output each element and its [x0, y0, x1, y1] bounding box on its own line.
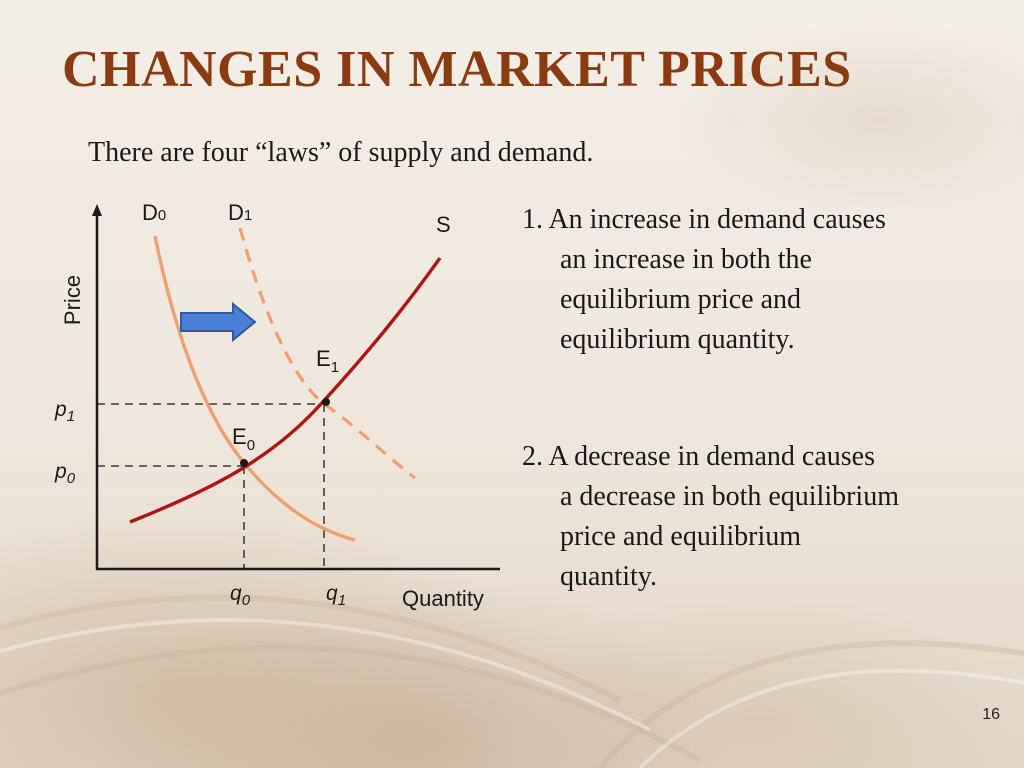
d1-label: D1: [228, 200, 252, 225]
law-1-line-1: 1. An increase in demand causes: [522, 204, 886, 235]
slide-subtitle: There are four “laws” of supply and dema…: [88, 137, 594, 168]
supply-curve: [129, 257, 442, 524]
slide-number: 16: [982, 706, 1000, 723]
q0-label: q0: [230, 582, 251, 609]
demand-curve-d1: [238, 227, 416, 480]
supply-label: S: [436, 212, 451, 237]
law-2-line-2: a decrease in both equilibrium: [560, 481, 899, 512]
law-1-text: 1. An increase in demand causes an incre…: [522, 200, 886, 360]
equilibrium-point-e0: [240, 459, 248, 467]
d0-label: D0: [142, 200, 166, 225]
p1-label: p1: [54, 398, 75, 425]
law-2-line-1: 2. A decrease in demand causes: [522, 441, 875, 472]
q1-label: q1: [326, 582, 346, 609]
slide-title: CHANGES IN MARKET PRICES: [62, 41, 852, 98]
e1-label: E1: [316, 346, 339, 376]
e0-label: E0: [232, 424, 255, 454]
law-2-text: 2. A decrease in demand causes a decreas…: [522, 437, 899, 597]
law-1-line-3: equilibrium price and: [560, 284, 802, 315]
law-2-line-3: price and equilibrium: [560, 521, 802, 552]
demand-curve-d0: [153, 235, 356, 542]
equilibrium-point-e1: [322, 398, 330, 406]
law-1-line-4: equilibrium quantity.: [560, 324, 795, 355]
price-axis-label: Price: [60, 275, 85, 325]
y-axis-arrowhead: [92, 204, 102, 216]
quantity-axis-label: Quantity: [402, 586, 484, 611]
right-arrow-icon: [180, 301, 257, 343]
law-2-line-4: quantity.: [560, 561, 657, 592]
law-1-line-2: an increase in both the: [560, 244, 812, 275]
p0-label: p0: [54, 460, 76, 487]
